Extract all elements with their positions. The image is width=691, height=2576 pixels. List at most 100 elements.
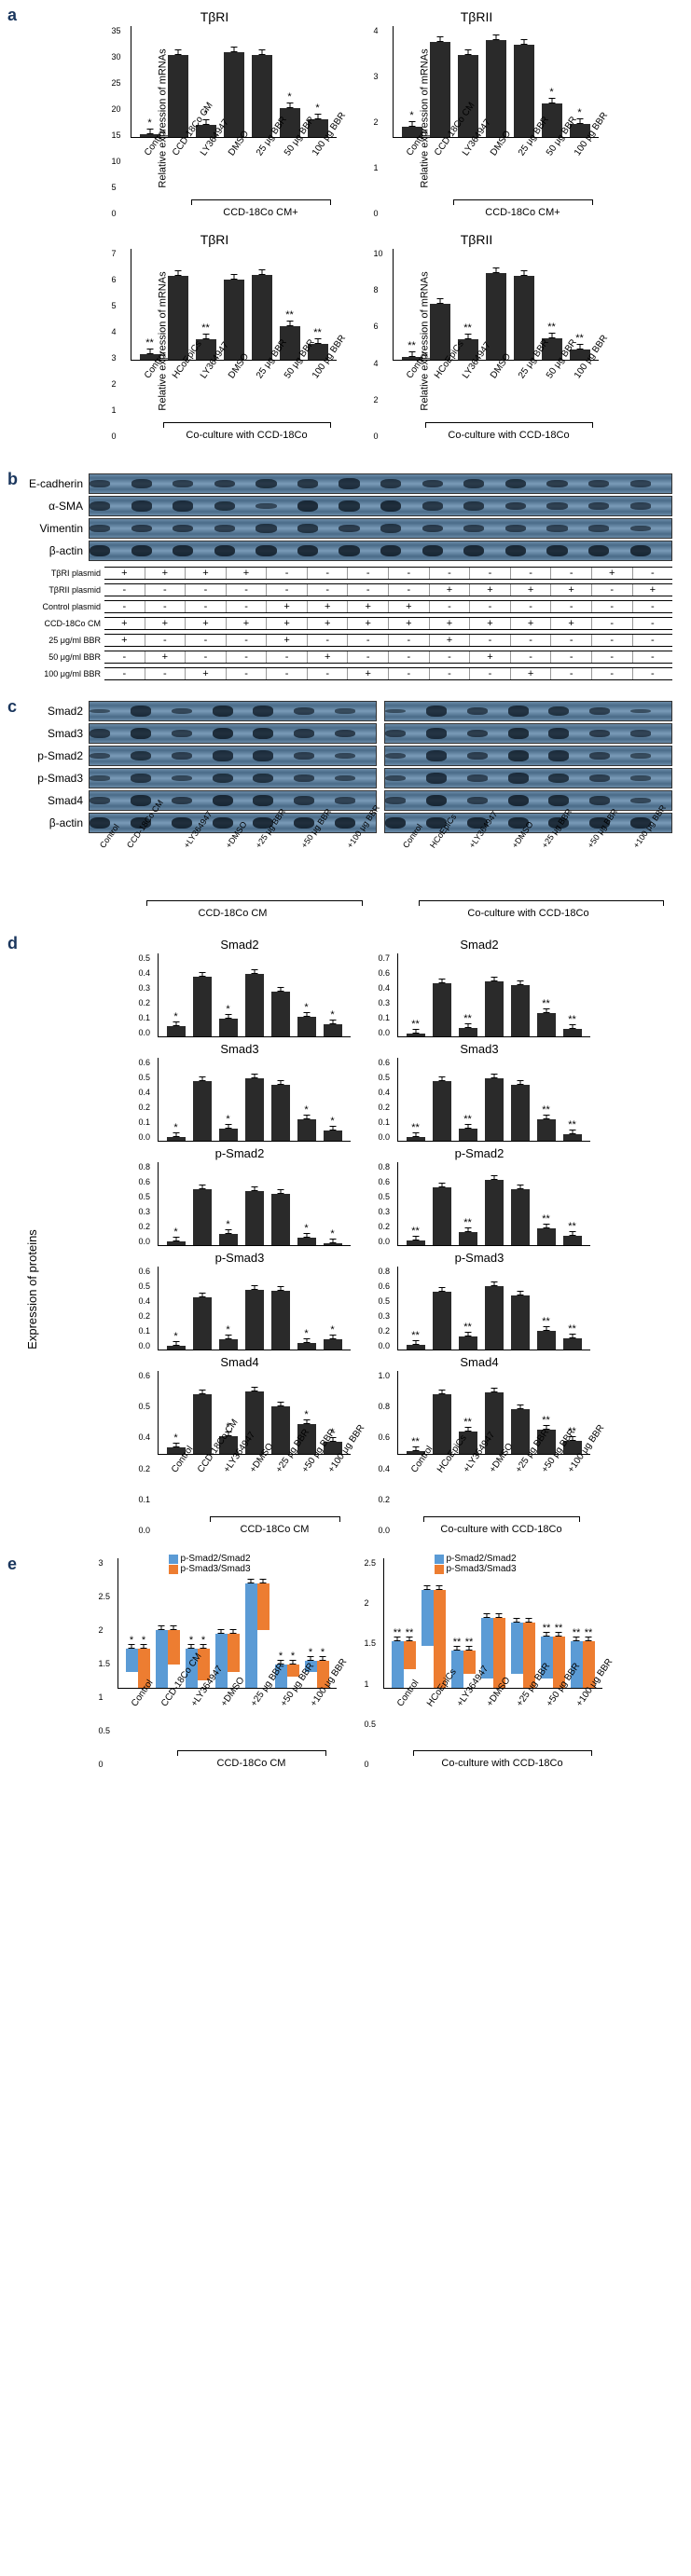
condition-cell: - xyxy=(186,584,227,596)
bar: * xyxy=(167,1346,186,1350)
bar xyxy=(168,1630,180,1665)
condition-cell: - xyxy=(470,568,511,579)
condition-cell: - xyxy=(551,635,592,646)
bar: * xyxy=(167,1026,186,1036)
condition-cell: - xyxy=(592,618,633,629)
bracket-label: CCD-18Co CM xyxy=(177,1758,326,1769)
condition-cell: + xyxy=(389,601,430,612)
bar: * xyxy=(167,1241,186,1245)
bar: * xyxy=(324,1024,342,1036)
bracket-label: Co-culture with CCD-18Co xyxy=(163,430,331,441)
bar xyxy=(252,55,272,137)
condition-cell: + xyxy=(511,668,552,679)
chart-title: p-Smad3 xyxy=(130,1251,351,1265)
blot-image xyxy=(384,701,672,721)
bar: * xyxy=(219,1019,238,1036)
condition-label: Control plasmid xyxy=(19,602,104,611)
bar: ** xyxy=(459,1336,477,1350)
condition-cell: + xyxy=(308,601,349,612)
bar xyxy=(271,992,290,1036)
condition-cell: - xyxy=(267,568,308,579)
condition-cell: + xyxy=(348,618,389,629)
blot-image xyxy=(89,541,672,561)
blot-image xyxy=(384,723,672,744)
blot-image xyxy=(89,701,377,721)
condition-cell: - xyxy=(308,635,349,646)
bar: ** xyxy=(459,1028,477,1036)
blot-image xyxy=(89,723,377,744)
bar: * xyxy=(126,1649,138,1672)
condition-cell: - xyxy=(104,668,145,679)
bar xyxy=(193,977,212,1036)
bar xyxy=(485,1286,504,1350)
blot-label: Smad2 xyxy=(19,705,89,718)
bar xyxy=(271,1085,290,1141)
bar xyxy=(245,1191,264,1245)
bar: ** xyxy=(537,1013,556,1036)
condition-cell: + xyxy=(267,618,308,629)
bar xyxy=(433,983,451,1036)
condition-cell: - xyxy=(186,601,227,612)
condition-cell: - xyxy=(592,635,633,646)
condition-cell: + xyxy=(430,584,471,596)
condition-cell: + xyxy=(186,568,227,579)
bar: * xyxy=(167,1137,186,1141)
condition-cell: - xyxy=(551,668,592,679)
condition-cell: + xyxy=(592,568,633,579)
condition-cell: - xyxy=(389,584,430,596)
bar: ** xyxy=(459,1232,477,1245)
blot-image xyxy=(384,746,672,766)
chart-title: TβRI xyxy=(93,232,337,247)
condition-cell: + xyxy=(308,618,349,629)
condition-cell: + xyxy=(104,635,145,646)
panel-a-label: a xyxy=(7,6,17,25)
condition-cell: - xyxy=(308,584,349,596)
condition-cell: + xyxy=(511,584,552,596)
condition-cell: - xyxy=(551,568,592,579)
condition-cell: - xyxy=(633,668,673,679)
bar: ** xyxy=(563,1338,582,1350)
condition-cell: - xyxy=(348,584,389,596)
blot-label: β-actin xyxy=(19,816,89,829)
bar: ** xyxy=(563,1236,582,1245)
bar xyxy=(245,974,264,1036)
bar xyxy=(511,985,530,1036)
bar xyxy=(193,1081,212,1141)
bar xyxy=(422,1590,434,1646)
condition-cell: - xyxy=(430,651,471,663)
condition-label: 25 μg/ml BBR xyxy=(19,636,104,645)
condition-cell: + xyxy=(145,618,187,629)
condition-cell: - xyxy=(592,584,633,596)
panel-d-ylabel: Expression of proteins xyxy=(25,1229,39,1350)
bar: * xyxy=(297,1238,316,1245)
condition-cell: + xyxy=(267,601,308,612)
panel-b: b E-cadherinα-SMAVimentinβ-actinTβRI pla… xyxy=(0,464,691,692)
bar xyxy=(193,1394,212,1454)
bar xyxy=(433,1187,451,1245)
bar xyxy=(433,1292,451,1350)
condition-cell: + xyxy=(348,601,389,612)
bar: ** xyxy=(407,1137,425,1141)
condition-cell: - xyxy=(511,635,552,646)
condition-cell: - xyxy=(551,601,592,612)
bar xyxy=(430,42,450,137)
condition-cell: - xyxy=(267,668,308,679)
blot-image xyxy=(89,518,672,539)
blot-label: Smad3 xyxy=(19,727,89,740)
condition-label: TβRII plasmid xyxy=(19,585,104,595)
panel-c-label: c xyxy=(7,697,17,717)
condition-cell: - xyxy=(511,651,552,663)
condition-cell: - xyxy=(592,668,633,679)
bar xyxy=(485,1078,504,1141)
panel-e: e p-Smad2/Smad2p-Smad3/Smad332.521.510.5… xyxy=(0,1549,691,1792)
condition-cell: - xyxy=(389,668,430,679)
condition-cell: + xyxy=(308,651,349,663)
condition-cell: - xyxy=(633,601,673,612)
condition-cell: - xyxy=(511,568,552,579)
bar: ** xyxy=(407,1345,425,1350)
bar xyxy=(511,1085,530,1141)
condition-cell: - xyxy=(227,601,268,612)
blot-label: E-cadherin xyxy=(19,477,89,490)
bracket-label: CCD-18Co CM xyxy=(89,908,377,919)
condition-cell: - xyxy=(186,651,227,663)
